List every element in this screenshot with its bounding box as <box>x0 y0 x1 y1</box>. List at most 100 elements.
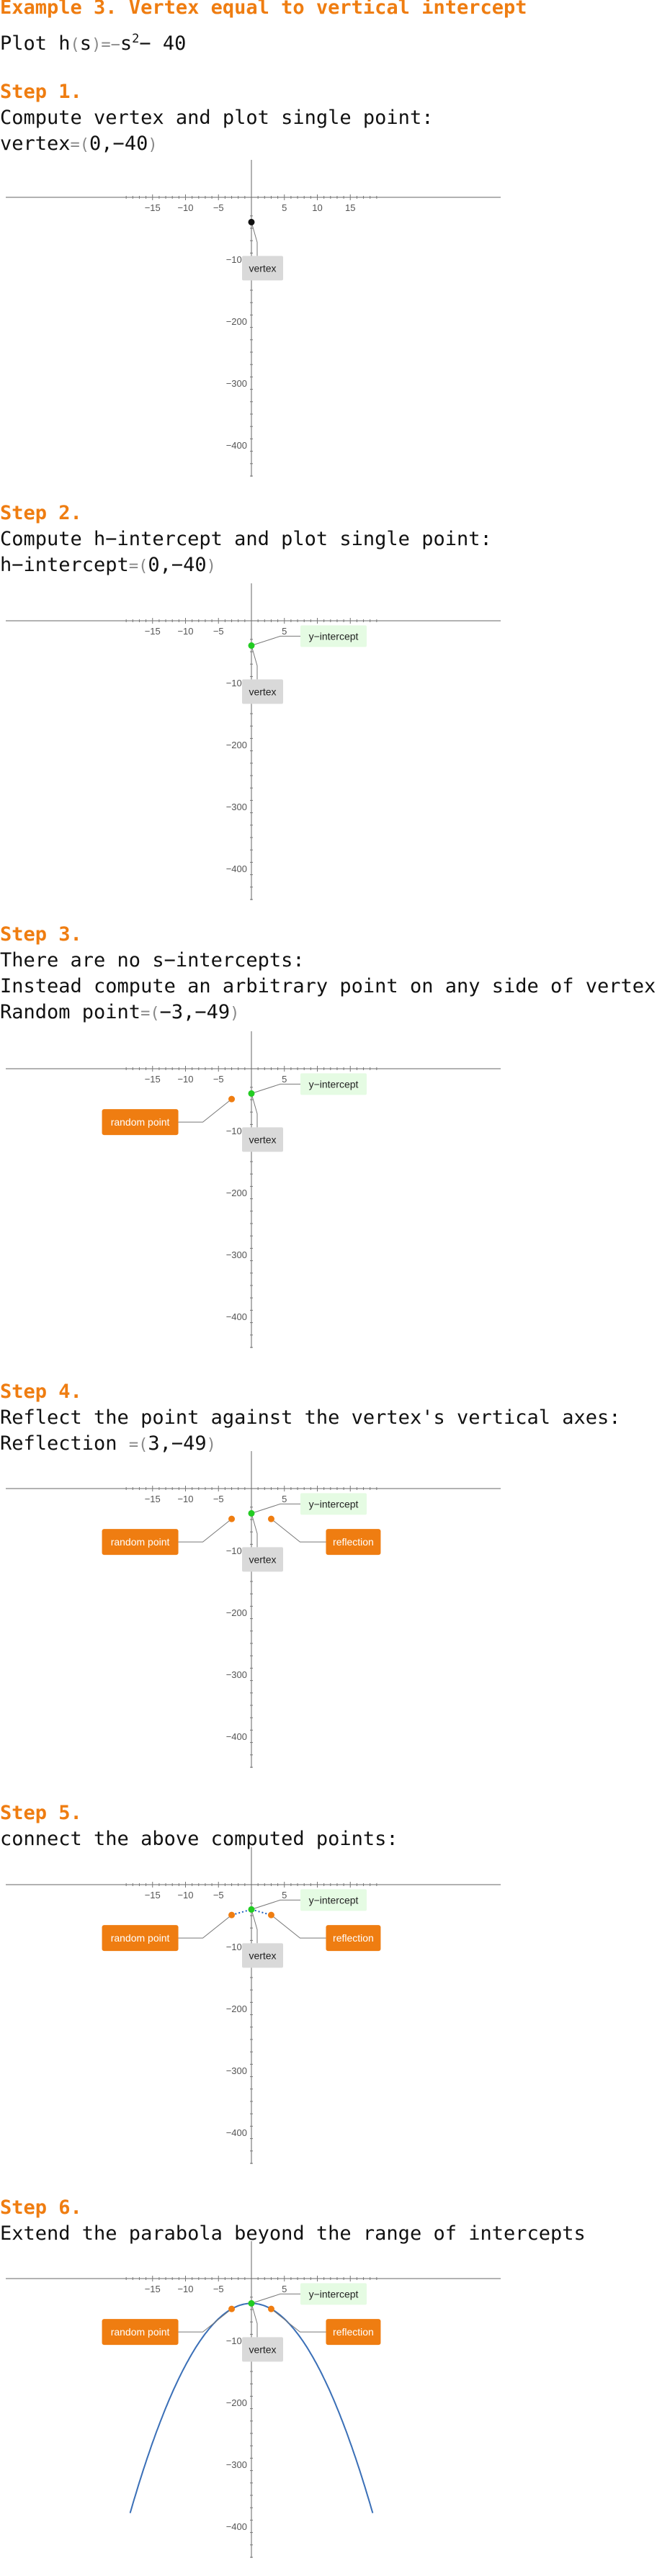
intro-exponent: 2 <box>132 32 140 46</box>
result-label: Reflection <box>0 1432 129 1455</box>
random-point-label-text: random point <box>111 2326 170 2338</box>
vertex-label: vertex <box>242 2337 283 2362</box>
result-close-paren: ) <box>230 1005 240 1023</box>
random-point-leader <box>178 1518 232 1543</box>
random-point-point <box>228 1911 236 1918</box>
step-result: Reflection =(3,−49) <box>0 1431 216 1458</box>
step-line: Extend the parabola beyond the range of … <box>0 2222 586 2245</box>
result-eq: = <box>128 557 139 575</box>
y-intercept-label-text: y−intercept <box>309 1498 359 1509</box>
y-tick-label: −400 <box>226 1311 247 1322</box>
reflection-point <box>267 2305 274 2312</box>
x-tick-label: 5 <box>282 1890 287 1900</box>
vertex-point <box>248 642 255 649</box>
vertex-point <box>248 218 255 225</box>
y-intercept-leader <box>251 1899 300 1910</box>
reflection-leader <box>271 1518 326 1543</box>
intro-minus: − <box>110 36 120 54</box>
x-tick-label: −5 <box>213 2284 224 2294</box>
vertex-label-text: vertex <box>249 1949 276 1961</box>
y-tick-label: −100 <box>226 1126 247 1136</box>
vertex-label: vertex <box>242 1943 283 1968</box>
y-tick-label: −400 <box>226 863 247 874</box>
x-tick-label: −5 <box>213 1890 224 1900</box>
step-6-plot: −15−10−551015−100−200−300−400y−intercept… <box>6 2241 501 2558</box>
step-line: Instead compute an arbitrary point on an… <box>0 975 657 997</box>
vertex-leader <box>251 222 258 256</box>
intro-var: s <box>79 32 92 55</box>
y-tick-label: −100 <box>226 254 247 265</box>
y-tick-label: −200 <box>226 1607 247 1618</box>
vertex-point <box>248 2299 255 2307</box>
result-value: 0,−40 <box>148 554 207 576</box>
vertex-leader <box>251 1909 258 1944</box>
vertex-label: vertex <box>242 1127 283 1152</box>
step-heading: Step 5. <box>0 1802 82 1824</box>
result-close-paren: ) <box>148 136 158 154</box>
y-tick-label: −400 <box>226 1731 247 1742</box>
result-open-paren: ( <box>150 1005 160 1023</box>
step-heading: Step 3. <box>0 923 82 946</box>
reflection-point <box>267 1911 274 1918</box>
reflection-label: reflection <box>326 1925 381 1952</box>
x-tick-label: −15 <box>145 1890 161 1900</box>
x-tick-label: −10 <box>177 2284 193 2294</box>
y-tick-label: −100 <box>226 2335 247 2346</box>
result-open-paren: ( <box>138 557 148 575</box>
y-intercept-label: y−intercept <box>300 625 367 647</box>
random-point-label-text: random point <box>111 1932 170 1944</box>
y-intercept-label-text: y−intercept <box>309 1078 359 1090</box>
reflection-label-text: reflection <box>333 1932 374 1944</box>
vertex-label: vertex <box>242 679 283 704</box>
vertex-label-text: vertex <box>249 262 276 274</box>
result-value: 3,−49 <box>148 1432 207 1455</box>
step-heading: Step 1. <box>0 81 82 103</box>
reflection-point <box>267 1515 274 1522</box>
x-tick-label: −10 <box>177 1074 193 1085</box>
y-tick-label: −400 <box>226 2521 247 2532</box>
reflection-label: reflection <box>326 2319 381 2346</box>
result-eq: = <box>70 136 80 154</box>
y-tick-label: −200 <box>226 2003 247 2014</box>
intro-prefix: Plot h <box>0 32 71 55</box>
x-tick-label: 5 <box>282 2284 287 2294</box>
x-tick-label: −10 <box>177 202 193 213</box>
reflection-leader <box>271 1914 326 1939</box>
vertex-point <box>248 1906 255 1913</box>
x-tick-label: −5 <box>213 626 224 637</box>
intro-open-paren: ( <box>70 36 80 54</box>
step-line: Reflect the point against the vertex's v… <box>0 1406 621 1429</box>
step-2-plot: −15−10−551015−100−200−300−400y−intercept… <box>6 583 501 900</box>
vertex-leader <box>251 1513 258 1548</box>
vertex-label-text: vertex <box>249 1553 276 1565</box>
step-1-plot: −15 −10 −5 5 10 15 −100 −200 −300 −400 vertex <box>6 160 501 477</box>
step-line: Compute h−intercept and plot single poin… <box>0 528 492 550</box>
y-tick-label: −300 <box>226 802 247 812</box>
step-result: vertex=(0,−40) <box>0 131 158 158</box>
x-tick-label: −15 <box>145 626 161 637</box>
y-tick-label: −100 <box>226 1545 247 1556</box>
result-eq: = <box>140 1005 151 1023</box>
reflection-leader <box>271 2308 326 2333</box>
x-tick-label: −5 <box>213 1074 224 1085</box>
y-intercept-leader <box>251 1503 300 1514</box>
y-tick-label: −100 <box>226 678 247 688</box>
result-value: −3,−49 <box>159 1001 231 1023</box>
random-point-point <box>228 1095 236 1103</box>
x-tick-label: 10 <box>312 202 322 213</box>
y-intercept-label-text: y−intercept <box>309 630 359 642</box>
vertex-point <box>248 1090 255 1097</box>
y-tick-label: −100 <box>226 1942 247 1952</box>
x-tick-label: −10 <box>177 626 193 637</box>
random-point-label: random point <box>102 1109 179 1136</box>
page-title: Example 3. Vertex equal to vertical inte… <box>0 0 527 19</box>
result-close-paren: ) <box>206 1436 216 1454</box>
vertex-label: vertex <box>242 256 283 281</box>
y-tick-label: −200 <box>226 740 247 750</box>
vertex-label-text: vertex <box>249 686 276 697</box>
y-intercept-label: y−intercept <box>300 1889 367 1911</box>
y-intercept-label: y−intercept <box>300 1493 367 1515</box>
x-tick-label: −5 <box>213 1494 224 1504</box>
random-point-label: random point <box>102 1529 179 1556</box>
